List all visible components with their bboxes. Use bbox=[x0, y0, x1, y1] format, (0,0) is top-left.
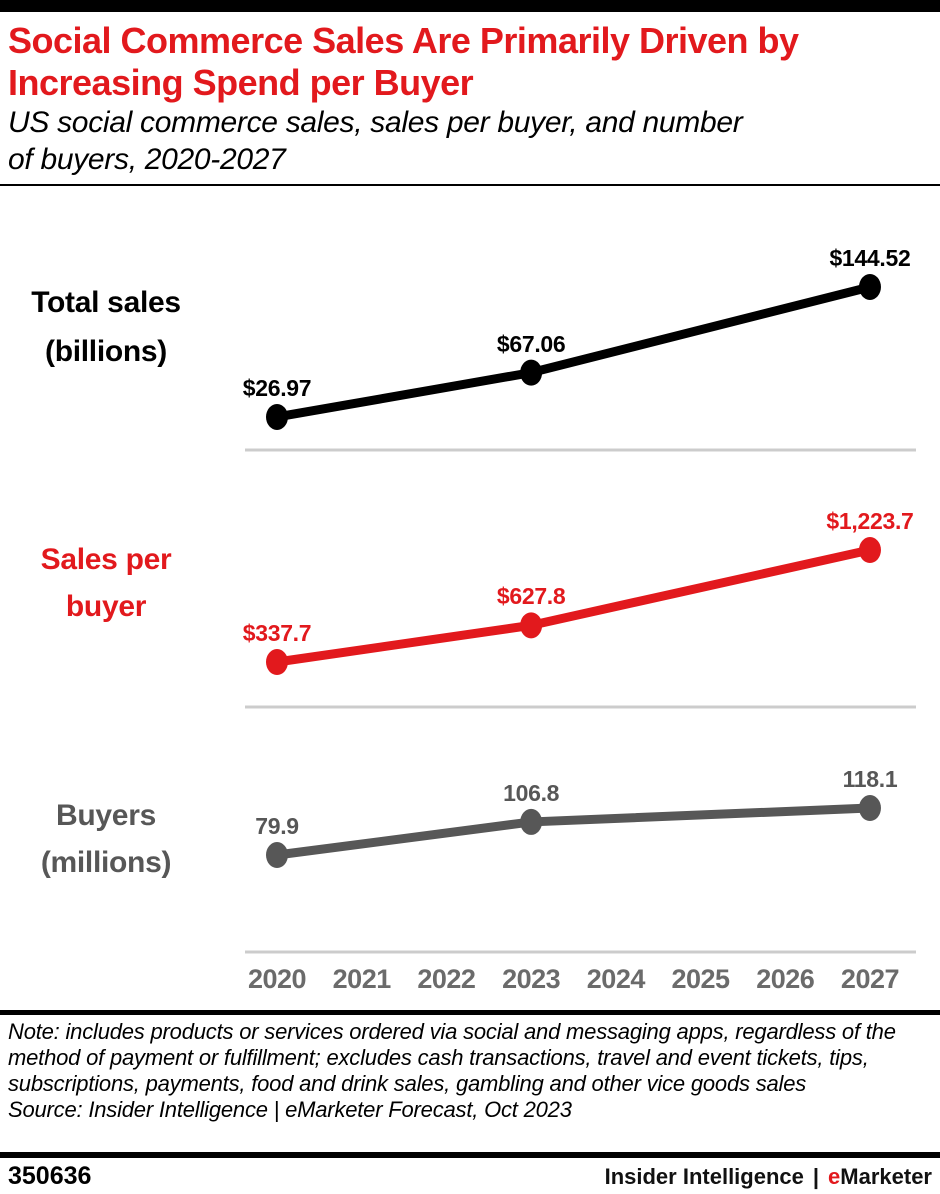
footer-divider-bar bbox=[0, 1152, 940, 1158]
total-sales-value-label-2020: $26.97 bbox=[242, 374, 312, 401]
total-sales-line bbox=[272, 282, 875, 422]
x-axis-label-2020: 2020 bbox=[247, 964, 307, 994]
sales-per-buyer-point-2027 bbox=[858, 537, 881, 564]
chart-title: Social Commerce Sales Are Primarily Driv… bbox=[8, 20, 799, 103]
sales-per-buyer-point-2020 bbox=[266, 649, 288, 676]
note-divider-bar bbox=[0, 1010, 940, 1015]
chart-subtitle: US social commerce sales, sales per buye… bbox=[8, 106, 743, 176]
note-text: Note: includes products or services orde… bbox=[8, 1019, 896, 1096]
buyers-point-2020 bbox=[266, 842, 288, 869]
series-label-buyers-line1: Buyers bbox=[56, 799, 156, 832]
total-sales-point-2020 bbox=[266, 403, 288, 430]
x-axis-label-2021: 2021 bbox=[332, 964, 392, 994]
sales-per-buyer-point-2023 bbox=[520, 612, 543, 639]
buyers-point-2027 bbox=[858, 795, 881, 822]
x-axis-label-2025: 2025 bbox=[671, 964, 731, 994]
buyers-value-label-2020: 79.9 bbox=[255, 813, 299, 840]
series-label-total-sales-line1: Total sales bbox=[31, 286, 181, 319]
series-label-total-sales-line2: (billions) bbox=[45, 335, 167, 368]
sales-per-buyer-line bbox=[272, 545, 875, 667]
brand-separator: | bbox=[812, 1164, 820, 1189]
sales-per-buyer-value-label-2020: $337.7 bbox=[242, 620, 312, 646]
header-divider-line bbox=[0, 184, 940, 186]
total-sales-value-label-2027: $144.52 bbox=[829, 244, 911, 271]
brand-emarketer-e: e bbox=[828, 1164, 841, 1189]
x-axis-label-2023: 2023 bbox=[502, 964, 561, 994]
brand-logo: Insider Intelligence | eMarketer bbox=[605, 1164, 932, 1190]
total-sales-value-label-2023: $67.06 bbox=[496, 330, 566, 357]
sales-per-buyer-value-label-2023: $627.8 bbox=[496, 583, 566, 610]
total-sales-point-2027 bbox=[858, 273, 881, 300]
source-text: Source: Insider Intelligence | eMarketer… bbox=[8, 1097, 572, 1122]
buyers-point-2023 bbox=[520, 808, 543, 835]
buyers-value-label-2027: 118.1 bbox=[842, 766, 898, 793]
top-divider-bar bbox=[0, 0, 940, 12]
total-sales-point-2023 bbox=[520, 359, 543, 386]
note-block: Note: includes products or services orde… bbox=[8, 1019, 934, 1123]
brand-emarketer-rest: Marketer bbox=[840, 1164, 932, 1189]
x-axis-label-2022: 2022 bbox=[417, 964, 476, 994]
brand-insider-intelligence: Insider Intelligence bbox=[604, 1164, 804, 1189]
x-axis-label-2024: 2024 bbox=[586, 964, 646, 994]
series-label-sales-per-buyer-line2: buyer bbox=[65, 590, 147, 623]
x-axis-label-2027: 2027 bbox=[840, 964, 900, 994]
x-axis-label-2026: 2026 bbox=[756, 964, 815, 994]
series-label-buyers-line2: (millions) bbox=[40, 846, 172, 879]
buyers-line bbox=[272, 803, 875, 860]
series-label-sales-per-buyer-line1: Sales per bbox=[40, 543, 172, 576]
sales-per-buyer-value-label-2027: $1,223.7 bbox=[826, 508, 914, 535]
buyers-value-label-2023: 106.8 bbox=[503, 779, 560, 806]
chart-id: 350636 bbox=[8, 1162, 92, 1190]
